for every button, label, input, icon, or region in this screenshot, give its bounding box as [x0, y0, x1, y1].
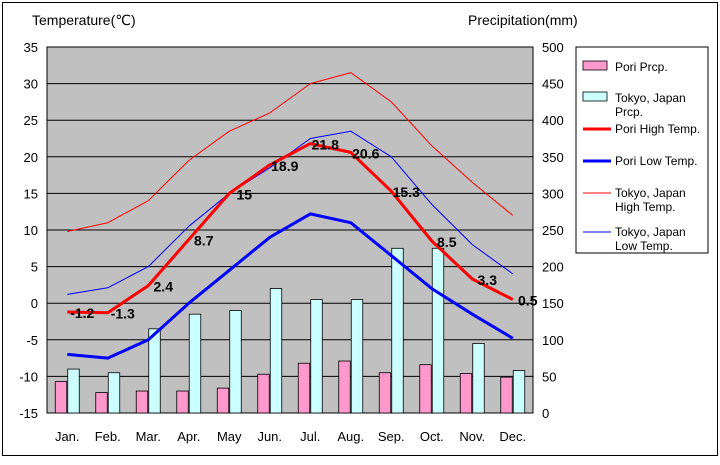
bar-tokyo-prcp — [148, 328, 161, 414]
x-tick-label: Jun. — [257, 429, 282, 444]
bar-pori-prcp — [54, 381, 68, 414]
right-tick-label: 200 — [542, 260, 564, 275]
left-axis-title: Temperature(℃) — [32, 12, 136, 28]
legend-label: Pori Low Temp. — [615, 154, 697, 168]
bar-tokyo-prcp — [512, 370, 526, 414]
left-tick-label: 25 — [24, 113, 38, 128]
right-tick-label: 500 — [542, 40, 564, 55]
data-label-pori-high: -1.2 — [70, 305, 94, 321]
bar-tokyo-prcp — [269, 288, 283, 414]
x-tick-label: May — [217, 429, 242, 444]
right-tick-label: 300 — [542, 186, 564, 201]
bar-pori-prcp — [135, 390, 149, 414]
left-tick-label: -10 — [19, 369, 38, 384]
bar-pori-prcp — [459, 373, 473, 414]
legend-box — [575, 46, 709, 254]
bar-pori-prcp — [378, 372, 392, 414]
bar-pori-prcp — [338, 360, 351, 414]
legend-label: Low Temp. — [615, 239, 673, 253]
line-tokyo-japan-high-temp — [67, 72, 514, 232]
left-tick-label: 5 — [31, 260, 38, 275]
line-pori-low-temp — [67, 212, 514, 360]
x-tick-label: Sep. — [378, 429, 405, 444]
left-tick-label: 35 — [24, 40, 38, 55]
data-label-pori-high: 20.6 — [352, 145, 379, 161]
legend-swatch — [582, 91, 608, 102]
x-tick-label: Feb. — [95, 429, 121, 444]
legend-label: Prcp. — [615, 105, 643, 119]
bar-pori-prcp — [176, 390, 189, 414]
bar-tokyo-prcp — [310, 299, 323, 414]
right-tick-label: 400 — [542, 113, 564, 128]
bar-pori-prcp — [419, 364, 432, 414]
data-label-pori-high: 21.8 — [312, 137, 339, 153]
legend-label: Pori Prcp. — [615, 60, 668, 74]
legend-label: Pori High Temp. — [615, 122, 700, 136]
right-tick-label: 150 — [542, 296, 564, 311]
legend-label: Tokyo, Japan — [615, 91, 686, 105]
bar-pori-prcp — [297, 362, 311, 414]
left-tick-label: 30 — [24, 77, 38, 92]
bar-pori-prcp — [257, 373, 270, 414]
bar-tokyo-prcp — [391, 247, 404, 414]
x-tick-label: Jan. — [55, 429, 80, 444]
x-tick-label: Dec. — [499, 429, 526, 444]
left-tick-label: 20 — [24, 150, 38, 165]
data-label-pori-high: 8.7 — [194, 233, 214, 249]
right-tick-label: 100 — [542, 333, 564, 348]
left-tick-label: -5 — [26, 333, 38, 348]
legend-label: High Temp. — [615, 200, 675, 214]
bar-tokyo-prcp — [107, 372, 121, 414]
x-tick-label: Apr. — [177, 429, 200, 444]
data-label-pori-high: 8.5 — [437, 234, 457, 250]
bar-tokyo-prcp — [67, 368, 80, 414]
bar-tokyo-prcp — [431, 247, 445, 414]
data-label-pori-high: -1.3 — [111, 306, 135, 322]
data-label-pori-high: 2.4 — [154, 279, 174, 295]
data-label-pori-high: 15 — [236, 186, 252, 202]
bar-tokyo-prcp — [350, 299, 364, 414]
right-tick-label: 250 — [542, 223, 564, 238]
data-label-pori-high: 18.9 — [271, 158, 298, 174]
data-label-pori-high: 0.5 — [518, 293, 538, 309]
x-tick-label: Oct. — [420, 429, 444, 444]
bar-tokyo-prcp — [229, 310, 242, 414]
line-pori-high-temp — [67, 142, 514, 315]
x-tick-label: Jul. — [300, 429, 320, 444]
bar-pori-prcp — [95, 392, 108, 414]
left-tick-label: 0 — [31, 296, 38, 311]
data-label-pori-high: 15.3 — [393, 184, 420, 200]
left-tick-label: 10 — [24, 223, 38, 238]
right-tick-label: 450 — [542, 77, 564, 92]
bar-tokyo-prcp — [188, 313, 202, 414]
x-tick-label: Nov. — [459, 429, 485, 444]
right-tick-label: 350 — [542, 150, 564, 165]
x-tick-label: Mar. — [136, 429, 161, 444]
right-tick-label: 50 — [542, 369, 556, 384]
bar-pori-prcp — [216, 387, 230, 414]
x-tick-label: Aug. — [337, 429, 364, 444]
right-tick-label: 0 — [542, 406, 549, 421]
right-axis-title: Precipitation(mm) — [468, 12, 578, 28]
legend-label: Tokyo, Japan — [615, 225, 686, 239]
bar-tokyo-prcp — [472, 343, 485, 414]
legend-swatch — [582, 60, 608, 71]
left-tick-label: 15 — [24, 186, 38, 201]
left-tick-label: -15 — [19, 406, 38, 421]
legend-label: Tokyo, Japan — [615, 186, 686, 200]
bar-pori-prcp — [500, 376, 513, 414]
data-label-pori-high: 3.3 — [478, 272, 498, 288]
